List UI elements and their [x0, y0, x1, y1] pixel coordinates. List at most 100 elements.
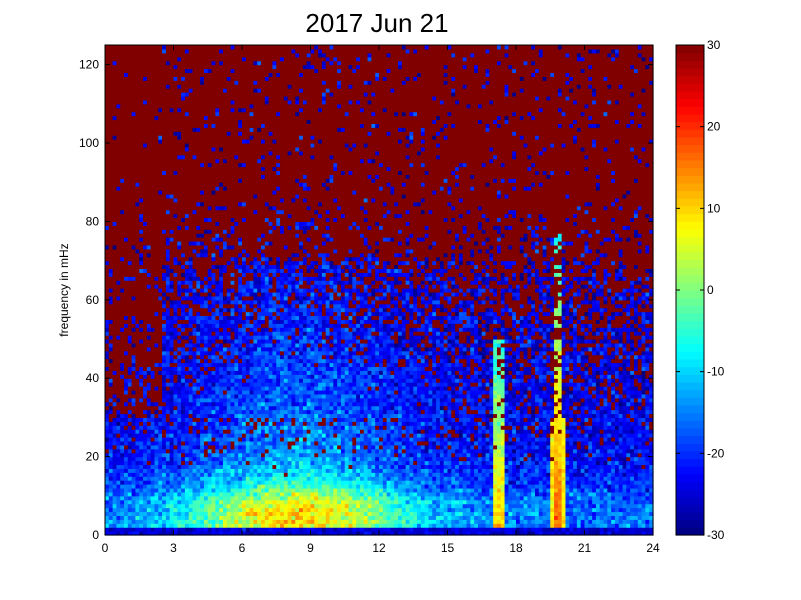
heatmap-cell	[177, 135, 182, 140]
heatmap-cell	[188, 335, 194, 340]
heatmap-cell	[203, 323, 209, 328]
heatmap-cell	[196, 72, 201, 77]
heatmap-cell	[200, 386, 205, 391]
heatmap-cell	[188, 119, 194, 124]
heatmap-cell	[165, 393, 171, 399]
heatmap-cell	[207, 440, 213, 446]
heatmap-cell	[245, 421, 251, 426]
heatmap-cell	[162, 237, 167, 242]
heatmap-cell	[234, 523, 239, 528]
heatmap-cell	[238, 178, 243, 183]
heatmap-cell	[139, 92, 144, 97]
heatmap-cell	[127, 284, 133, 289]
heatmap-cell	[219, 60, 224, 66]
heatmap-cell	[200, 217, 205, 222]
heatmap-cell	[158, 193, 163, 199]
heatmap-cell	[177, 331, 182, 336]
heatmap-cell	[181, 440, 186, 446]
heatmap-cell	[116, 217, 121, 222]
heatmap-cell	[139, 350, 144, 356]
heatmap-cell	[196, 135, 201, 140]
heatmap-cell	[158, 507, 163, 513]
heatmap-cell	[139, 256, 144, 262]
heatmap-cell	[169, 56, 175, 62]
heatmap-cell	[127, 503, 133, 509]
heatmap-cell	[127, 60, 133, 66]
heatmap-cell	[242, 401, 247, 407]
heatmap-cell	[105, 64, 110, 70]
heatmap-cell	[105, 237, 110, 242]
heatmap-cell	[181, 464, 186, 469]
heatmap-cell	[124, 158, 129, 164]
heatmap-cell	[207, 389, 213, 395]
heatmap-cell	[169, 456, 175, 462]
heatmap-cell	[165, 401, 171, 407]
heatmap-cell	[120, 221, 125, 226]
heatmap-cell	[219, 135, 224, 140]
heatmap-cell	[173, 531, 178, 536]
heatmap-cell	[222, 248, 228, 254]
heatmap-cell	[120, 209, 125, 215]
heatmap-cell	[139, 354, 144, 360]
heatmap-cell	[181, 405, 186, 411]
heatmap-cell	[131, 162, 137, 168]
heatmap-cell	[173, 190, 178, 195]
heatmap-cell	[127, 401, 133, 407]
heatmap-cell	[200, 248, 205, 254]
heatmap-cell	[162, 464, 167, 469]
heatmap-cell	[105, 276, 110, 281]
heatmap-cell	[173, 444, 178, 450]
heatmap-cell	[234, 178, 239, 183]
heatmap-cell	[131, 354, 137, 360]
heatmap-cell	[154, 52, 159, 58]
heatmap-cell	[192, 499, 197, 505]
heatmap-cell	[211, 45, 216, 50]
heatmap-cell	[230, 480, 235, 485]
heatmap-cell	[120, 76, 125, 81]
heatmap-cell	[230, 429, 235, 434]
heatmap-cell	[150, 480, 156, 485]
heatmap-cell	[131, 52, 137, 58]
heatmap-cell	[177, 107, 182, 113]
heatmap-cell	[169, 397, 175, 403]
heatmap-cell	[192, 425, 197, 430]
heatmap-cell	[242, 299, 247, 305]
heatmap-cell	[238, 299, 243, 305]
heatmap-cell	[105, 295, 110, 301]
heatmap-cell	[169, 209, 175, 215]
heatmap-cell	[192, 95, 197, 101]
heatmap-cell	[207, 190, 213, 195]
heatmap-cell	[238, 311, 243, 317]
heatmap-cell	[135, 123, 140, 128]
heatmap-cell	[124, 131, 129, 136]
heatmap-cell	[116, 88, 121, 93]
heatmap-cell	[242, 487, 247, 493]
heatmap-cell	[108, 123, 114, 128]
heatmap-cell	[211, 139, 216, 144]
heatmap-cell	[203, 413, 209, 418]
heatmap-cell	[108, 107, 114, 113]
heatmap-cell	[253, 76, 258, 81]
heatmap-cell	[192, 523, 197, 528]
heatmap-cell	[249, 346, 255, 352]
heatmap-cell	[203, 405, 209, 411]
heatmap-cell	[242, 280, 247, 285]
heatmap-cell	[215, 268, 220, 273]
heatmap-cell	[242, 405, 247, 411]
heatmap-cell	[230, 213, 235, 219]
heatmap-cell	[249, 366, 255, 371]
heatmap-cell	[143, 205, 148, 211]
heatmap-cell	[154, 248, 159, 254]
heatmap-cell	[150, 162, 156, 168]
heatmap-cell	[146, 523, 152, 528]
heatmap-cell	[124, 99, 129, 105]
heatmap-cell	[245, 440, 251, 446]
heatmap-cell	[112, 146, 118, 152]
heatmap-cell	[253, 366, 258, 371]
heatmap-cell	[143, 103, 148, 109]
heatmap-cell	[112, 244, 118, 250]
heatmap-cell	[131, 374, 137, 379]
heatmap-cell	[245, 241, 251, 246]
heatmap-cell	[226, 472, 232, 477]
heatmap-cell	[234, 413, 239, 418]
